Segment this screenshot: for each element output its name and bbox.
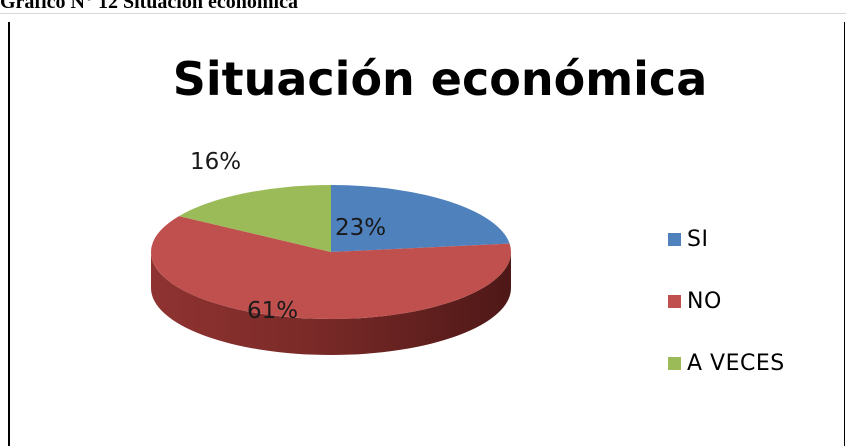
legend-swatch-si bbox=[668, 232, 681, 246]
pie-3d-side bbox=[151, 252, 511, 355]
legend-label-no: NO bbox=[687, 288, 722, 314]
chart-frame-right-border bbox=[844, 22, 845, 446]
legend-item-si: SI bbox=[668, 208, 785, 270]
legend-label-si: SI bbox=[687, 226, 709, 252]
legend-item-no: NO bbox=[668, 270, 785, 332]
chart-frame-top-border bbox=[0, 13, 846, 14]
pie-slices bbox=[150, 185, 511, 319]
chart-legend: SI NO A VECES bbox=[668, 208, 785, 394]
legend-swatch-no bbox=[668, 294, 681, 308]
chart-title: Situación económica bbox=[172, 52, 708, 106]
chart-frame-left-border bbox=[8, 22, 10, 446]
data-label-a-veces: 16% bbox=[190, 149, 241, 175]
pie-slice-si bbox=[331, 185, 510, 252]
data-label-no: 61% bbox=[247, 298, 298, 324]
pie-slice-no bbox=[150, 216, 511, 319]
pie-side-no bbox=[151, 252, 511, 355]
pie-data-labels: 23% 61% 16% bbox=[190, 149, 386, 324]
legend-label-a-veces: A VECES bbox=[687, 350, 785, 376]
figure-caption: Gráfico N° 12 Situación económica bbox=[0, 0, 298, 13]
legend-swatch-a-veces bbox=[668, 356, 681, 370]
legend-item-a-veces: A VECES bbox=[668, 332, 785, 394]
data-label-si: 23% bbox=[335, 215, 386, 241]
pie-slice-a-veces bbox=[179, 185, 331, 252]
